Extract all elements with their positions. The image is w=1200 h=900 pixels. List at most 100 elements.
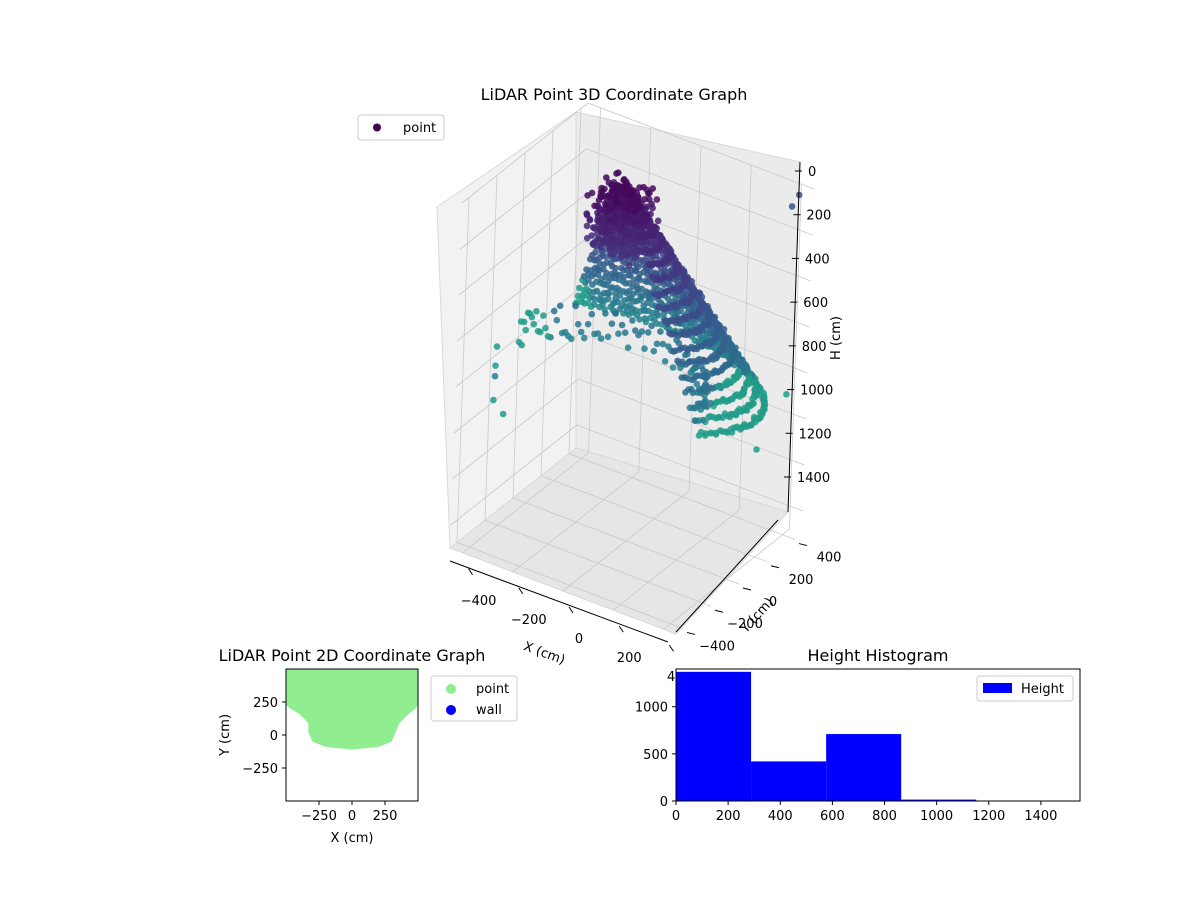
cloud-point [643, 230, 651, 238]
grid-line-z [461, 102, 815, 204]
y-tick-label-3d: 200 [789, 573, 814, 588]
cloud-point [719, 364, 727, 371]
cloud-point [643, 203, 650, 211]
cloud-point [753, 446, 760, 453]
chart-2d-title: LiDAR Point 2D Coordinate Graph [219, 646, 486, 665]
cloud-point [760, 397, 768, 404]
cloud-point [562, 328, 569, 336]
cloud-point [620, 176, 627, 184]
chart-3d-title: LiDAR Point 3D Coordinate Graph [481, 85, 748, 104]
cloud-point [614, 199, 622, 206]
cloud-point [715, 383, 722, 390]
cloud-point [588, 232, 595, 239]
cloud-point [598, 193, 605, 201]
cloud-point [719, 395, 727, 403]
x-axis-label-2d: X (cm) [331, 831, 374, 846]
cloud-point [686, 328, 693, 335]
cloud-point [597, 216, 604, 223]
cloud-point [583, 210, 590, 217]
grid-line-y [484, 175, 712, 607]
cloud-point [517, 318, 525, 325]
legend-2d-label-point: point [476, 682, 509, 697]
cloud-point [666, 329, 673, 337]
histogram-bar [751, 761, 827, 801]
grid-line-z [450, 424, 803, 526]
cloud-point [678, 344, 685, 352]
cloud-point [698, 342, 705, 350]
cloud-point [597, 335, 605, 342]
x-tick-label-2d: 250 [373, 809, 398, 824]
y-axis-label-2d: Y (cm) [218, 714, 233, 757]
cloud-point [592, 249, 599, 256]
cloud-point [595, 235, 603, 242]
cloud-point [491, 372, 499, 380]
z-axis-label-3d: H (cm) [829, 316, 844, 360]
cloud-point [705, 311, 713, 319]
cloud-point [533, 308, 540, 315]
z-tick-label-3d: 800 [802, 340, 827, 355]
cloud-point [632, 246, 640, 254]
cloud-point [700, 356, 707, 364]
cloud-point [654, 312, 662, 319]
z-tick-label-3d: 600 [803, 296, 828, 311]
cloud-point [540, 312, 547, 319]
x-tick-label-hist: 400 [768, 809, 793, 824]
cloud-point [652, 252, 660, 260]
cloud-point [492, 362, 499, 370]
cloud-point [617, 264, 625, 272]
cloud-point [617, 271, 624, 279]
cloud-point [680, 277, 688, 284]
cloud-point [515, 338, 523, 346]
grid-line-y [456, 197, 684, 629]
x-tick-label-hist: 1200 [972, 809, 1005, 824]
cloud-point [530, 320, 538, 328]
cloud-point [644, 329, 652, 336]
cloud-point [637, 213, 645, 221]
cloud-point [650, 260, 658, 267]
grid-line-z [452, 378, 805, 480]
cloud-point [727, 410, 734, 418]
cloud-point [744, 369, 751, 376]
cloud-point [593, 202, 601, 210]
cloud-point [696, 400, 704, 407]
cloud-point [632, 327, 639, 334]
cloud-point [736, 405, 743, 413]
cloud-point [651, 223, 659, 230]
cloud-point [707, 399, 715, 407]
cloud-point [584, 299, 592, 307]
y-tick-3d [798, 543, 808, 547]
grid-line-y [512, 152, 740, 585]
cloud-point [524, 309, 532, 317]
cloud-point [638, 239, 645, 247]
cloud-point [654, 217, 662, 225]
legend-2d: point wall [430, 675, 518, 722]
cloud-point [623, 231, 630, 239]
cloud-point [638, 232, 645, 240]
cloud-point [688, 278, 696, 285]
y-tick-label-hist: 500 [643, 748, 668, 763]
cloud-point [642, 246, 650, 253]
point-cloud-3d [490, 169, 803, 453]
cloud-point [680, 374, 688, 381]
z-tick-label-3d: 0 [808, 165, 816, 180]
cloud-point [617, 225, 624, 233]
cloud-point [534, 327, 542, 335]
y-tick-label-3d: −200 [727, 617, 763, 632]
cloud-point [752, 389, 759, 396]
cloud-point [741, 421, 748, 428]
cloud-point [696, 290, 704, 297]
cloud-point [604, 333, 612, 341]
legend-2d-label-wall: wall [476, 703, 502, 718]
cloud-point [760, 403, 768, 411]
z-tick-label-3d: 400 [805, 252, 830, 267]
cloud-point [627, 272, 634, 279]
cloud-point [626, 250, 633, 257]
cloud-point [583, 222, 591, 230]
y-tick-label-hist: 0 [660, 795, 668, 810]
cloud-point [704, 303, 711, 310]
cloud-point [760, 389, 767, 397]
cloud-point [649, 185, 656, 192]
cloud-point [671, 330, 678, 338]
cloud-point [550, 307, 558, 315]
